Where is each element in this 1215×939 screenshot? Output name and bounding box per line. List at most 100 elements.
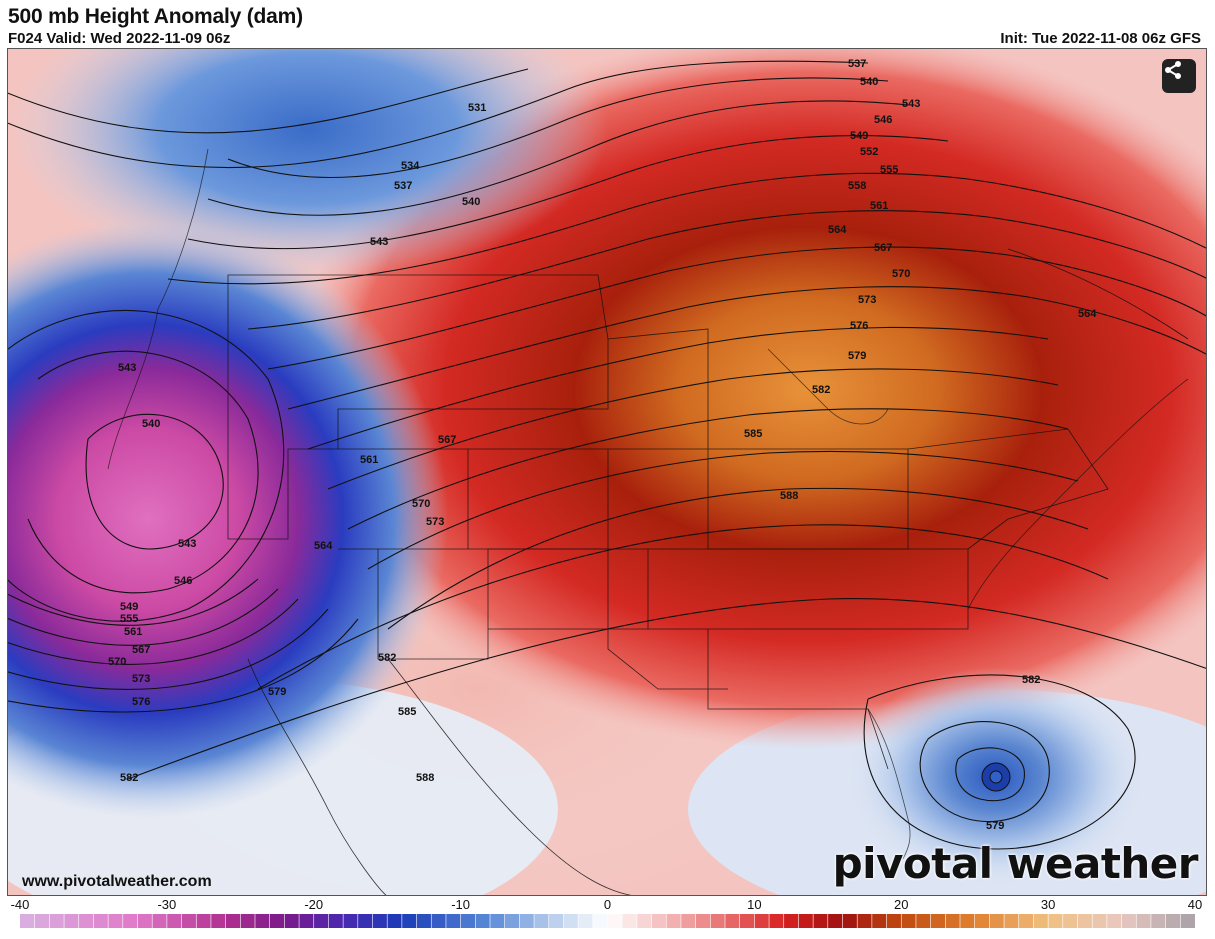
contour-label: 573	[426, 516, 444, 528]
colorbar-svg	[20, 914, 1195, 928]
colorbar-segment	[871, 914, 888, 928]
weather-map[interactable]: 531 534 537 540 543 537 540 543 546 549 …	[7, 48, 1207, 896]
valid-time: F024 Valid: Wed 2022-11-09 06z	[8, 30, 231, 47]
contour-label: 573	[858, 294, 876, 306]
contour-label: 558	[848, 180, 866, 192]
colorbar-segment	[666, 914, 682, 928]
colorbar-segment	[548, 914, 564, 928]
contour-label: 582	[1022, 674, 1040, 686]
contour-label: 564	[314, 540, 333, 552]
colorbar-segment	[930, 914, 946, 928]
contour-label: 585	[398, 706, 416, 718]
colorbar-segment	[1033, 914, 1049, 928]
colorbar-segment	[1062, 914, 1078, 928]
colorbar-segment	[460, 914, 476, 928]
colorbar-segment	[1092, 914, 1108, 928]
contour-label: 540	[462, 196, 480, 208]
colorbar-segment	[974, 914, 990, 928]
colorbar-segment	[857, 914, 873, 928]
colorbar-segment	[225, 914, 241, 928]
colorbar-segment	[210, 914, 227, 928]
colorbar-segment	[357, 914, 373, 928]
init-time: Init: Tue 2022-11-08 06z GFS	[1000, 30, 1201, 47]
contour-label: 555	[120, 613, 138, 625]
contour-label: 552	[860, 146, 878, 158]
colorbar-segment	[592, 914, 608, 928]
colorbar-segment	[284, 914, 300, 928]
contour-label: 582	[378, 652, 396, 664]
colorbar-segment	[313, 914, 329, 928]
colorbar-segment	[475, 914, 491, 928]
colorbar-segment	[842, 914, 858, 928]
colorbar-segment	[122, 914, 138, 928]
colorbar-segment	[578, 914, 594, 928]
colorbar-tick-label: -10	[451, 897, 471, 912]
contour-label: 540	[860, 76, 878, 88]
colorbar-segment	[901, 914, 917, 928]
colorbar-segment	[49, 914, 65, 928]
colorbar-segment	[490, 914, 506, 928]
colorbar-segment	[431, 914, 447, 928]
colorbar-tick-label: 40	[1187, 897, 1203, 912]
colorbar-segment	[783, 914, 799, 928]
colorbar-segment	[769, 914, 785, 928]
colorbar-segment	[343, 914, 359, 928]
contour-label: 567	[438, 434, 456, 446]
colorbar-segment	[299, 914, 315, 928]
contour-label: 561	[870, 200, 888, 212]
colorbar-segment	[798, 914, 814, 928]
colorbar-segment	[20, 914, 36, 928]
colorbar-tick-label: -30	[157, 897, 177, 912]
colorbar-segment	[813, 914, 829, 928]
colorbar-segment	[372, 914, 388, 928]
contour-label: 549	[120, 601, 138, 613]
contour-label: 579	[848, 350, 866, 362]
colorbar-segment	[137, 914, 153, 928]
colorbar-tick-label: 0	[603, 897, 612, 912]
colorbar-segment	[607, 914, 623, 928]
share-icon	[1165, 61, 1181, 79]
colorbar-segment	[519, 914, 535, 928]
colorbar-segment	[196, 914, 212, 928]
map-title: 500 mb Height Anomaly (dam)	[8, 5, 303, 28]
contour-label: 588	[416, 772, 434, 784]
contour-label: 582	[120, 772, 138, 784]
contour-label: 573	[132, 673, 150, 685]
contour-label: 555	[880, 164, 898, 176]
colorbar-segment	[1180, 914, 1195, 928]
contour-label: 540	[142, 418, 160, 430]
coastlines	[107, 148, 1189, 860]
colorbar-segment	[166, 914, 183, 928]
political-boundaries	[227, 248, 1189, 895]
colorbar-segment	[622, 914, 638, 928]
colorbar-segment	[34, 914, 50, 928]
contour-label: 537	[848, 58, 866, 70]
share-button[interactable]	[1162, 59, 1196, 93]
colorbar-tick-label: 20	[894, 897, 909, 912]
colorbar-segment	[725, 914, 741, 928]
colorbar-segment	[78, 914, 94, 928]
contour-label: 546	[874, 114, 892, 126]
colorbar-tick-label: -40	[10, 897, 30, 912]
contour-label: 543	[902, 98, 920, 110]
colorbar-segment	[534, 914, 550, 928]
colorbar-segment	[636, 914, 653, 928]
contour-label: 576	[132, 696, 150, 708]
contour-label: 567	[132, 644, 150, 656]
colorbar-segment	[915, 914, 932, 928]
colorbar-tick-label: -20	[304, 897, 324, 912]
colorbar-tick-label: 10	[747, 897, 762, 912]
contour-label: 561	[124, 626, 142, 638]
contour-label: 579	[986, 820, 1004, 832]
colorbar-segment	[651, 914, 667, 928]
contour-label: 570	[412, 498, 430, 510]
colorbar-segment	[269, 914, 285, 928]
contour-label: 543	[118, 362, 136, 374]
header: 500 mb Height Anomaly (dam) F024 Valid: …	[0, 0, 1215, 48]
colorbar-segment	[504, 914, 520, 928]
colorbar-segment	[387, 914, 403, 928]
colorbar-segment	[695, 914, 711, 928]
contour-label: 549	[850, 130, 868, 142]
contour-labels: 531 534 537 540 543 537 540 543 546 549 …	[108, 58, 1097, 832]
colorbar-segment	[1004, 914, 1020, 928]
